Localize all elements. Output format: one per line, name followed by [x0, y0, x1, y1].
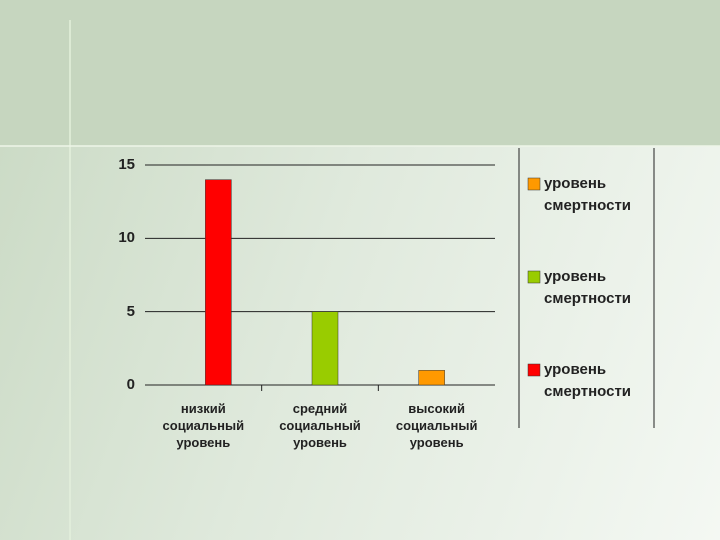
y-tick-label: 0	[126, 376, 135, 393]
legend-swatch	[527, 177, 541, 191]
legend-swatch	[527, 270, 541, 284]
legend-label: уровень смертности	[544, 361, 632, 400]
header-band	[0, 0, 720, 146]
bar	[311, 311, 339, 386]
bar	[418, 370, 445, 386]
bar	[205, 179, 232, 386]
legend-swatch	[527, 363, 541, 377]
y-tick-label: 15	[118, 156, 135, 173]
x-tick-label: низкий социальный уровень	[162, 401, 245, 450]
y-tick-label: 10	[118, 229, 135, 247]
x-tick-label: высокий социальный уровень	[395, 401, 478, 450]
y-tick-label: 5	[126, 302, 135, 320]
legend-label: уровень смертности	[544, 175, 632, 214]
x-tick-label: средний социальный уровень	[279, 401, 361, 450]
legend-label: уровень смертности	[544, 268, 632, 307]
